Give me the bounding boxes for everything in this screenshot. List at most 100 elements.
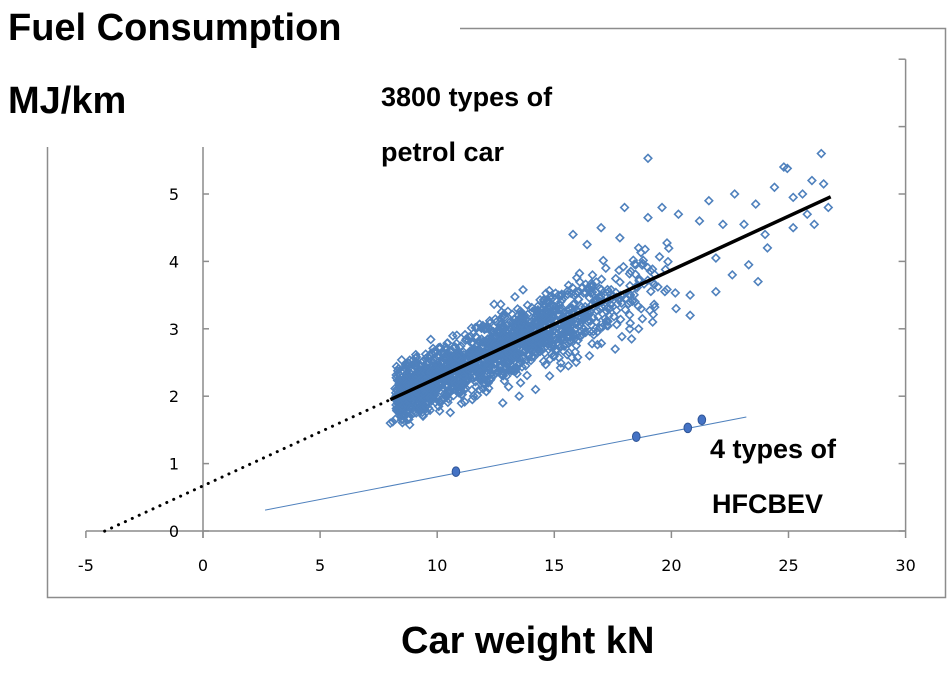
petrol-point [591, 293, 602, 304]
petrol-point [458, 379, 469, 390]
petrol-point [441, 343, 452, 354]
petrol-point [598, 255, 609, 266]
petrol-point [564, 347, 574, 358]
petrol-point [408, 408, 419, 418]
petrol-point [573, 335, 583, 346]
hfcbev-point [697, 414, 707, 426]
petrol-point [452, 352, 463, 363]
petrol-point [539, 348, 550, 359]
petrol-point [521, 354, 532, 365]
petrol-point [514, 391, 525, 402]
petrol-point [522, 370, 532, 381]
petrol-point [491, 317, 502, 328]
petrol-point [596, 284, 607, 295]
chart-title: Fuel Consumption [8, 7, 342, 49]
petrol-point [647, 317, 658, 327]
petrol-point [762, 242, 773, 253]
petrol-point [625, 289, 636, 300]
petrol-point [662, 284, 672, 295]
petrol-point [614, 232, 625, 243]
petrol-point [549, 351, 559, 362]
petrol-point [420, 401, 431, 412]
petrol-point [392, 404, 403, 415]
petrol-point [518, 284, 528, 295]
petrol-point [433, 366, 443, 377]
petrol-point [806, 175, 817, 186]
petrol-point [515, 377, 526, 388]
petrol-point [502, 346, 513, 357]
petrol-point [393, 375, 403, 386]
petrol-point [637, 258, 648, 269]
petrol-point [426, 361, 437, 372]
petrol-point [645, 286, 656, 297]
petrol-point [455, 373, 465, 384]
petrol-point [788, 192, 799, 203]
petrol-point [425, 366, 436, 377]
petrol-point [464, 346, 475, 357]
petrol-point [601, 320, 612, 331]
petrol-point [659, 286, 670, 297]
petrol-point [449, 352, 460, 363]
petrol-point [439, 352, 450, 363]
petrol-point [563, 360, 574, 371]
petrol-point [612, 298, 623, 309]
petrol-point [509, 291, 520, 302]
petrol-point [537, 311, 548, 322]
petrol-point [410, 371, 421, 382]
petrol-point [769, 182, 780, 193]
trendline-dotted [103, 398, 392, 533]
petrol-point [454, 348, 465, 358]
petrol-point [739, 219, 749, 230]
petrol-point [649, 302, 660, 313]
petrol-point [405, 392, 415, 403]
petrol-point [603, 316, 613, 327]
petrol-point [476, 323, 487, 334]
petrol-point [670, 288, 681, 298]
y-tick-label: 4 [169, 252, 179, 271]
petrol-point [539, 298, 550, 309]
petrol-point [551, 296, 562, 307]
petrol-point [522, 316, 533, 326]
petrol-point [587, 270, 598, 280]
x-tick-label: 25 [778, 556, 798, 575]
petrol-point [404, 419, 415, 430]
x-tick-label: 10 [427, 556, 447, 575]
petrol-point [570, 347, 581, 357]
petrol-point [397, 381, 408, 391]
petrol-point [512, 360, 523, 371]
petrol-point [499, 375, 510, 386]
petrol-point [481, 386, 492, 397]
petrol-point [592, 326, 603, 337]
y-tick-label: 1 [169, 455, 179, 474]
petrol-point [399, 411, 410, 422]
petrol-point [710, 286, 721, 297]
petrol-point [428, 381, 439, 391]
petrol-point [625, 318, 636, 329]
petrol-point [582, 239, 593, 250]
petrol-point [477, 374, 488, 385]
petrol-point [571, 272, 582, 283]
petrol-point [503, 348, 514, 359]
petrol-point [662, 238, 672, 248]
petrol-point [397, 402, 408, 412]
petrol-point [620, 304, 631, 315]
petrol-point [468, 391, 479, 401]
petrol-point [587, 338, 598, 349]
petrol-point [649, 299, 660, 310]
petrol-point [610, 273, 621, 284]
petrol-point [657, 202, 667, 213]
petrol-point [823, 202, 834, 213]
petrol-point [425, 350, 436, 361]
petrol-point [497, 398, 508, 408]
petrol-point [489, 299, 500, 310]
petrol-point [435, 377, 446, 388]
petrol-point [470, 331, 481, 342]
petrol-point [603, 286, 614, 297]
petrol-point [603, 310, 614, 321]
petrol-point [566, 326, 577, 337]
petrol-point [544, 371, 555, 381]
petrol-point [500, 349, 511, 360]
x-tick-label: -5 [78, 556, 94, 575]
hfcbev-point [683, 422, 693, 434]
petrol-point [550, 288, 561, 299]
